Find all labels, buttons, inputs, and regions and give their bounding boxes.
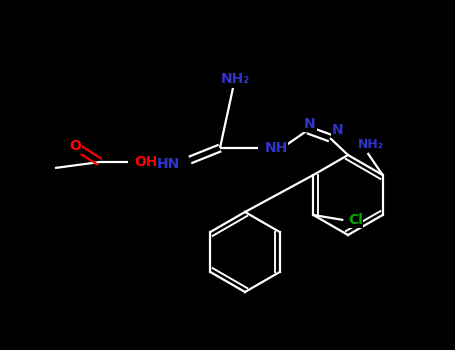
Text: O: O xyxy=(69,139,81,153)
Text: N: N xyxy=(332,123,344,137)
Text: NH₂: NH₂ xyxy=(358,139,384,152)
Text: NH₂: NH₂ xyxy=(220,72,250,86)
Text: N: N xyxy=(304,117,316,131)
Text: Cl: Cl xyxy=(348,213,363,227)
Text: NH: NH xyxy=(264,141,288,155)
Text: HN: HN xyxy=(157,157,180,171)
Text: OH: OH xyxy=(134,155,157,169)
